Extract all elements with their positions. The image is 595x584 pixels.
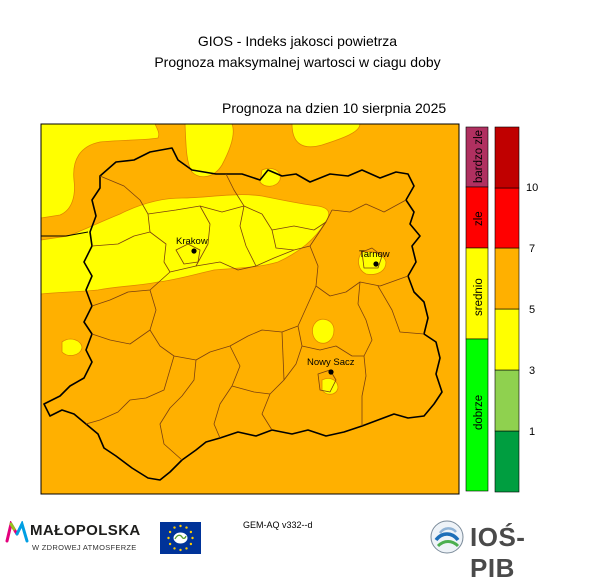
scale-legend: 1 3 5 7 10 bbox=[494, 126, 538, 493]
label-dobrze: dobrze bbox=[473, 395, 485, 430]
malopolska-logo: MAŁOPOLSKA W ZDROWEJ ATMOSFERZE bbox=[4, 521, 154, 557]
label-srednio: srednio bbox=[473, 278, 485, 316]
label-zle: zle bbox=[473, 211, 485, 226]
nowysacz-label: Nowy Sacz bbox=[307, 357, 355, 368]
label-bardzo-zle: bardzo zle bbox=[473, 130, 485, 183]
scale-bin-1 bbox=[494, 430, 520, 493]
tarnow-label: Tarnow bbox=[359, 249, 390, 260]
category-legend: bardzo zle zle srednio dobrze bbox=[465, 126, 489, 492]
legend-dobrze bbox=[465, 338, 489, 492]
malopolska-word: MAŁOPOLSKA bbox=[30, 522, 141, 539]
map-subtitle: Prognoza maksymalnej wartosci w ciagu do… bbox=[154, 54, 441, 70]
scale-bin-3 bbox=[494, 308, 520, 371]
scale-tick-3: 3 bbox=[529, 365, 535, 377]
krakow-label: Krakow bbox=[176, 236, 208, 247]
yellow-nowysacz-b bbox=[321, 378, 339, 395]
ios-drop-icon bbox=[430, 520, 464, 554]
yellow-top-center bbox=[184, 123, 234, 178]
model-version: GEM-AQ v332--d bbox=[243, 520, 313, 530]
forecast-date: Prognoza na dzien 10 sierpnia 2025 bbox=[222, 100, 447, 116]
city-tarnow: Tarnow bbox=[359, 249, 390, 267]
forecast-map: Krakow Tarnow Nowy Sacz bardzo zle zle s… bbox=[40, 123, 538, 495]
nowysacz-dot bbox=[328, 369, 334, 375]
map-area bbox=[41, 124, 459, 494]
yellow-tarnow bbox=[358, 251, 387, 275]
yellow-top-right bbox=[291, 123, 361, 148]
scale-bin-2 bbox=[494, 369, 520, 432]
yellow-band bbox=[40, 194, 330, 295]
eu-life-flag-icon bbox=[160, 522, 201, 554]
scale-bin-5 bbox=[494, 187, 520, 249]
ios-pib-logo: IOŚ-PIB bbox=[428, 516, 563, 583]
yellow-left-blob bbox=[61, 338, 83, 356]
malopolska-m-icon bbox=[5, 521, 29, 543]
scale-tick-10: 10 bbox=[526, 182, 538, 194]
scale-tick-1: 1 bbox=[529, 426, 535, 438]
malopolska-sub: W ZDROWEJ ATMOSFERZE bbox=[32, 543, 137, 552]
city-krakow: Krakow bbox=[176, 236, 208, 254]
yellow-nowysacz-a bbox=[312, 318, 335, 344]
scale-tick-5: 5 bbox=[529, 304, 535, 316]
county-borders bbox=[85, 173, 425, 461]
scale-tick-7: 7 bbox=[529, 243, 535, 255]
yellow-top-left bbox=[40, 123, 160, 219]
map-title: GIOS - Indeks jakosci powietrza bbox=[197, 33, 398, 49]
tarnow-dot bbox=[373, 261, 379, 267]
scale-bin-4 bbox=[494, 247, 520, 310]
ios-pib-word: IOŚ-PIB bbox=[470, 522, 526, 583]
voivodeship-border bbox=[43, 147, 443, 481]
krakow-dot bbox=[191, 248, 197, 254]
scale-bin-6 bbox=[494, 126, 520, 189]
city-nowy-sacz: Nowy Sacz bbox=[307, 357, 355, 375]
